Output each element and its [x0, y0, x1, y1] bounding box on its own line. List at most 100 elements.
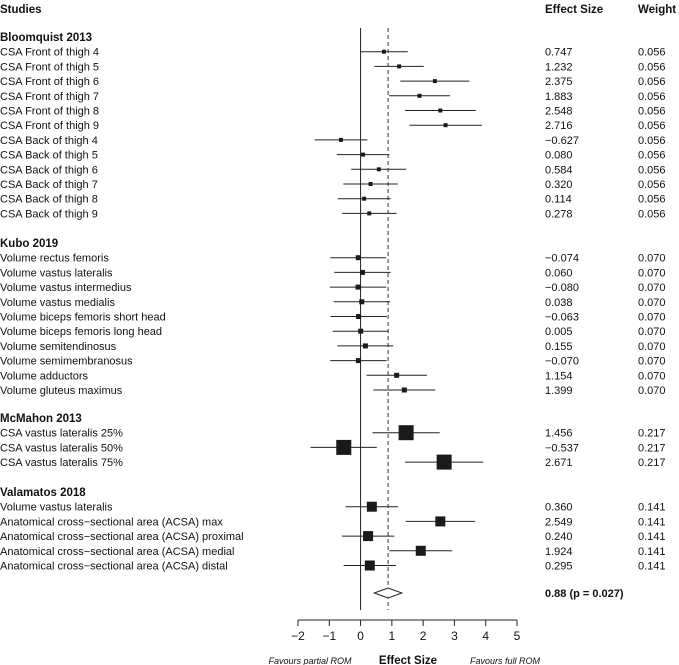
effect-marker — [415, 545, 426, 556]
effect-size-value: 1.154 — [545, 370, 573, 382]
row-label: Anatomical cross−sectional area (ACSA) p… — [0, 531, 244, 543]
effect-marker — [355, 255, 361, 261]
effect-size-value: 0.295 — [545, 561, 573, 573]
weight-value: 0.070 — [638, 356, 666, 368]
weight-value: 0.070 — [638, 326, 666, 338]
weight-value: 0.217 — [638, 428, 666, 440]
x-axis-title: Effect Size — [379, 655, 437, 665]
weight-value: 0.141 — [638, 502, 666, 514]
row-label: Volume semitendinosus — [0, 341, 117, 353]
effect-marker — [394, 372, 400, 378]
effect-size-value: 2.375 — [545, 76, 573, 88]
effect-marker — [381, 49, 386, 54]
row-label: CSA Back of thigh 8 — [0, 194, 98, 206]
effect-size-value: 0.240 — [545, 531, 573, 543]
row-label: CSA Front of thigh 5 — [0, 61, 99, 73]
effect-marker — [367, 211, 372, 216]
weight-value: 0.141 — [638, 546, 666, 558]
weight-value: 0.070 — [638, 312, 666, 324]
effect-size-header: Effect Size — [545, 4, 603, 16]
favours-full-label: Favours full ROM — [470, 656, 541, 665]
effect-size-value: −0.537 — [545, 442, 579, 454]
weight-value: 0.217 — [638, 457, 666, 469]
weight-value: 0.056 — [638, 120, 666, 132]
effect-size-value: 0.080 — [545, 150, 573, 162]
effect-marker — [397, 64, 402, 69]
effect-size-value: 1.399 — [545, 385, 573, 397]
row-label: CSA Back of thigh 9 — [0, 208, 98, 220]
effect-marker — [443, 123, 448, 128]
study-rows: Bloomquist 2013 CSA Front of thigh 4 0.747… — [0, 32, 666, 573]
effect-marker — [361, 152, 366, 157]
weight-value: 0.056 — [638, 106, 666, 118]
effect-marker — [359, 269, 365, 275]
effect-size-value: 2.549 — [545, 516, 573, 528]
effect-size-value: −0.074 — [545, 253, 579, 265]
group-title: Bloomquist 2013 — [0, 32, 92, 44]
row-label: CSA Front of thigh 8 — [0, 106, 99, 118]
effect-size-value: −0.080 — [545, 282, 579, 294]
effect-size-value: 0.360 — [545, 502, 573, 514]
effect-marker — [368, 182, 373, 186]
effect-size-value: 1.456 — [545, 428, 573, 440]
effect-size-value: 0.155 — [545, 341, 573, 353]
effect-size-value: 1.883 — [545, 91, 573, 103]
effect-size-value: 0.278 — [545, 208, 573, 220]
row-label: Volume gluteus maximus — [0, 385, 123, 397]
effect-marker — [363, 531, 374, 542]
weight-value: 0.070 — [638, 370, 666, 382]
effect-size-value: 0.747 — [545, 47, 573, 59]
weight-value: 0.070 — [638, 282, 666, 294]
effect-size-value: −0.627 — [545, 135, 579, 147]
row-label: CSA vastus lateralis 25% — [0, 428, 123, 440]
effect-size-value: 0.114 — [545, 194, 572, 206]
row-label: CSA Back of thigh 6 — [0, 164, 98, 176]
effect-marker — [435, 516, 446, 527]
row-label: CSA vastus lateralis 50% — [0, 442, 123, 454]
effect-size-value: 0.005 — [545, 326, 573, 338]
effect-marker — [432, 79, 437, 84]
weight-value: 0.070 — [638, 297, 666, 309]
row-label: Anatomical cross−sectional area (ACSA) d… — [0, 561, 228, 573]
effect-size-value: 0.584 — [545, 164, 573, 176]
row-label: CSA Front of thigh 4 — [0, 47, 99, 59]
group-title: Valamatos 2018 — [0, 487, 86, 499]
row-label: Volume vastus lateralis — [0, 267, 113, 279]
group-title: Kubo 2019 — [0, 238, 58, 250]
effect-size-value: 2.671 — [545, 457, 573, 469]
weight-value: 0.070 — [638, 267, 666, 279]
x-tick-label: 2 — [420, 629, 427, 643]
weight-value: 0.056 — [638, 150, 666, 162]
row-label: Volume biceps femoris long head — [0, 326, 162, 338]
row-label: CSA Front of thigh 7 — [0, 91, 99, 103]
effect-marker — [366, 501, 377, 512]
weight-value: 0.141 — [638, 531, 666, 543]
effect-size-value: 0.320 — [545, 179, 573, 191]
row-label: Volume vastus intermedius — [0, 282, 132, 294]
effect-size-value: 0.060 — [545, 267, 573, 279]
x-tick-label: −1 — [322, 629, 336, 643]
x-tick-label: 1 — [389, 629, 396, 643]
effect-marker — [364, 560, 375, 571]
weight-value: 0.056 — [638, 91, 666, 103]
effect-marker — [338, 137, 343, 142]
weight-value: 0.056 — [638, 47, 666, 59]
group-title: McMahon 2013 — [0, 413, 82, 425]
weight-value: 0.141 — [638, 516, 666, 528]
x-tick-label: 4 — [482, 629, 489, 643]
x-tick-label: −2 — [291, 629, 305, 643]
effect-marker — [438, 108, 443, 113]
effect-marker — [401, 387, 407, 393]
row-label: Volume vastus medialis — [0, 297, 115, 309]
x-tick-label: 3 — [451, 629, 458, 643]
weight-value: 0.141 — [638, 561, 666, 573]
weight-header: Weight — [638, 4, 676, 16]
favours-partial-label: Favours partial ROM — [268, 656, 352, 665]
effect-marker — [355, 284, 361, 290]
row-label: CSA Front of thigh 9 — [0, 120, 99, 132]
summary-text: 0.88 (p = 0.027) — [545, 588, 624, 600]
effect-size-value: 2.548 — [545, 106, 573, 118]
row-label: CSA vastus lateralis 75% — [0, 457, 123, 469]
effect-marker — [358, 328, 364, 334]
